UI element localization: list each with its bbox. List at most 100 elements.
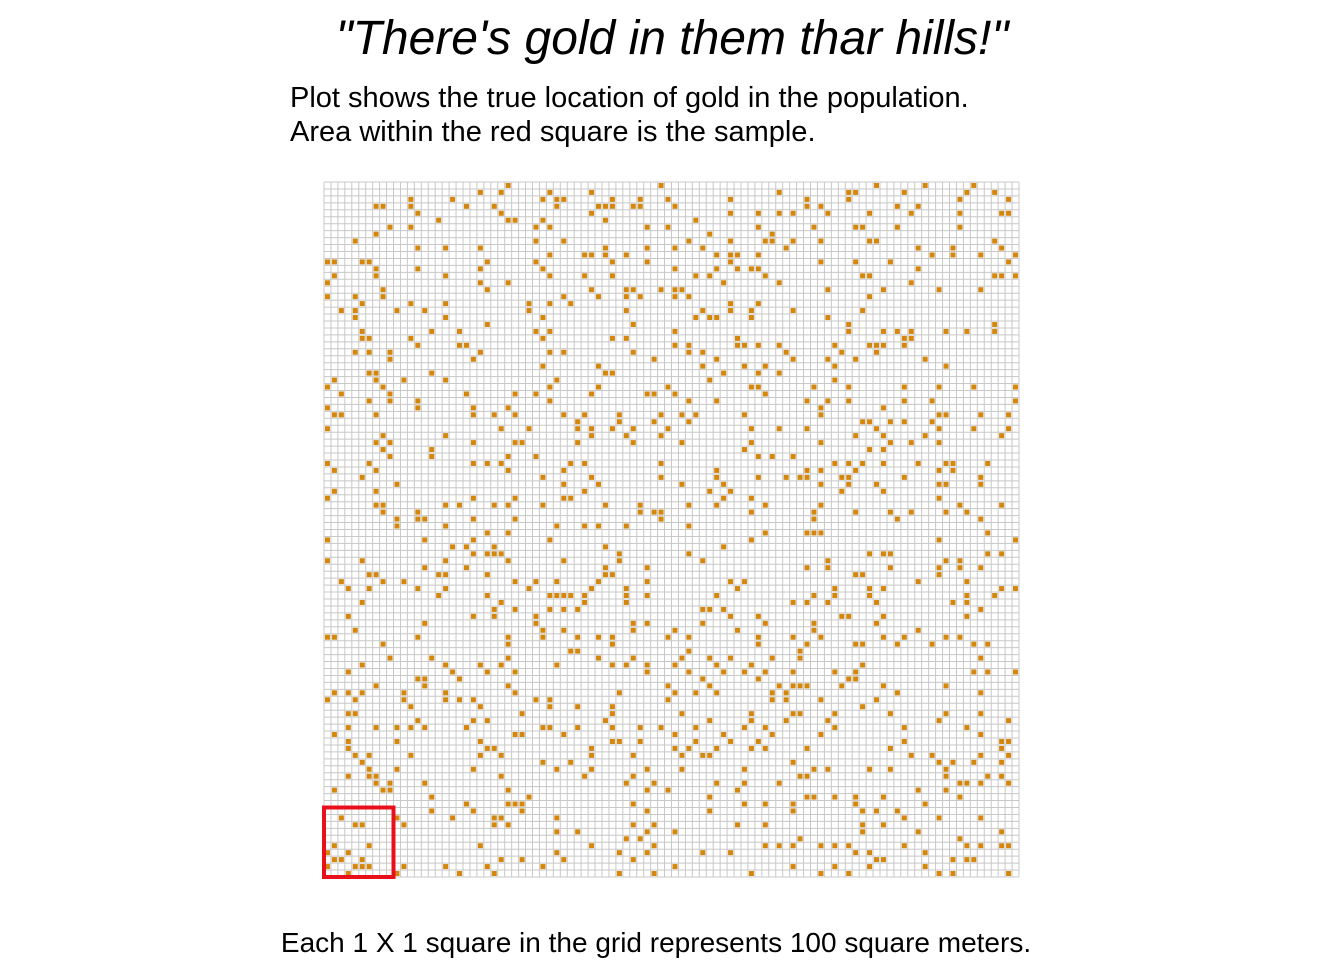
gold-cell: [943, 460, 949, 466]
gold-cell: [1013, 398, 1019, 404]
gold-cell: [748, 315, 754, 321]
gold-cell: [957, 780, 963, 786]
gold-cell: [436, 593, 442, 599]
gold-cell: [484, 864, 490, 870]
gold-cell: [415, 516, 421, 522]
gold-cell: [915, 579, 921, 585]
gold-cell: [366, 335, 372, 341]
gold-cell: [324, 384, 330, 390]
gold-cell: [714, 593, 720, 599]
gold-cell: [894, 808, 900, 814]
gold-cell: [422, 725, 428, 731]
gold-cell: [874, 808, 880, 814]
gold-cell: [867, 419, 873, 425]
gold-cell: [498, 210, 504, 216]
gold-cell: [387, 780, 393, 786]
gold-cell: [422, 620, 428, 626]
gold-cell: [943, 363, 949, 369]
gold-cell: [498, 189, 504, 195]
gold-cell: [978, 752, 984, 758]
gold-cell: [526, 301, 532, 307]
gold-cell: [853, 572, 859, 578]
gold-cell: [359, 599, 365, 605]
gold-cell: [554, 829, 560, 835]
gold-cell: [644, 224, 650, 230]
gold-cell: [741, 780, 747, 786]
gold-cell: [408, 725, 414, 731]
gold-cell: [978, 655, 984, 661]
gold-cell: [623, 294, 629, 300]
gold-cell: [324, 495, 330, 501]
gold-cell: [331, 787, 337, 793]
gold-cell: [547, 725, 553, 731]
gold-cell: [352, 308, 358, 314]
gold-cell: [623, 780, 629, 786]
gold-cell: [609, 572, 615, 578]
gold-cell: [477, 245, 483, 251]
gold-cell: [797, 474, 803, 480]
gold-cell: [561, 467, 567, 473]
gold-cell: [686, 349, 692, 355]
gold-cell: [443, 864, 449, 870]
gold-cell: [776, 342, 782, 348]
gold-cell: [693, 273, 699, 279]
gold-cell: [901, 634, 907, 640]
gold-cell: [714, 398, 720, 404]
gold-cell: [637, 196, 643, 202]
gold-cell: [943, 787, 949, 793]
gold-cell: [554, 377, 560, 383]
gold-cell: [818, 502, 824, 508]
gold-cell: [901, 189, 907, 195]
gold-cell: [957, 558, 963, 564]
gold-cell: [964, 509, 970, 515]
gold-cell: [686, 238, 692, 244]
gold-cell: [874, 238, 880, 244]
gold-cell: [728, 308, 734, 314]
gold-cell: [470, 356, 476, 362]
gold-cell: [331, 259, 337, 265]
gold-cell: [790, 843, 796, 849]
gold-cell: [596, 203, 602, 209]
gold-cell: [422, 780, 428, 786]
gold-cell: [748, 537, 754, 543]
gold-cell: [373, 683, 379, 689]
gold-cell: [477, 752, 483, 758]
gold-cell: [804, 426, 810, 432]
gold-cell: [463, 342, 469, 348]
gold-cell: [874, 349, 880, 355]
gold-cell: [505, 280, 511, 286]
gold-cell: [894, 203, 900, 209]
gold-cell: [832, 593, 838, 599]
gold-cell: [505, 683, 511, 689]
gold-cell: [602, 544, 608, 550]
gold-cell: [825, 599, 831, 605]
gold-cell: [616, 850, 622, 856]
gold-cell: [915, 627, 921, 633]
gold-cell: [491, 606, 497, 612]
gold-cell: [797, 773, 803, 779]
gold-cell: [762, 238, 768, 244]
gold-cell: [950, 857, 956, 863]
gold-cell: [707, 488, 713, 494]
gold-cell: [568, 759, 574, 765]
gold-cell: [345, 745, 351, 751]
gold-cell: [658, 182, 664, 188]
gold-cell: [373, 273, 379, 279]
gold-cell: [561, 196, 567, 202]
gold-cell: [825, 766, 831, 772]
gold-cell: [978, 815, 984, 821]
gold-cell: [929, 252, 935, 258]
gold-cell: [978, 287, 984, 293]
gold-cell: [408, 224, 414, 230]
gold-cell: [623, 308, 629, 314]
gold-cell: [867, 210, 873, 216]
gold-cell: [359, 690, 365, 696]
gold-cell: [943, 509, 949, 515]
gold-cell: [783, 718, 789, 724]
gold-cell: [477, 704, 483, 710]
gold-cell: [394, 766, 400, 772]
gold-cell: [936, 871, 942, 877]
gold-cell: [741, 801, 747, 807]
gold-cell: [359, 662, 365, 668]
gold-cell: [589, 766, 595, 772]
